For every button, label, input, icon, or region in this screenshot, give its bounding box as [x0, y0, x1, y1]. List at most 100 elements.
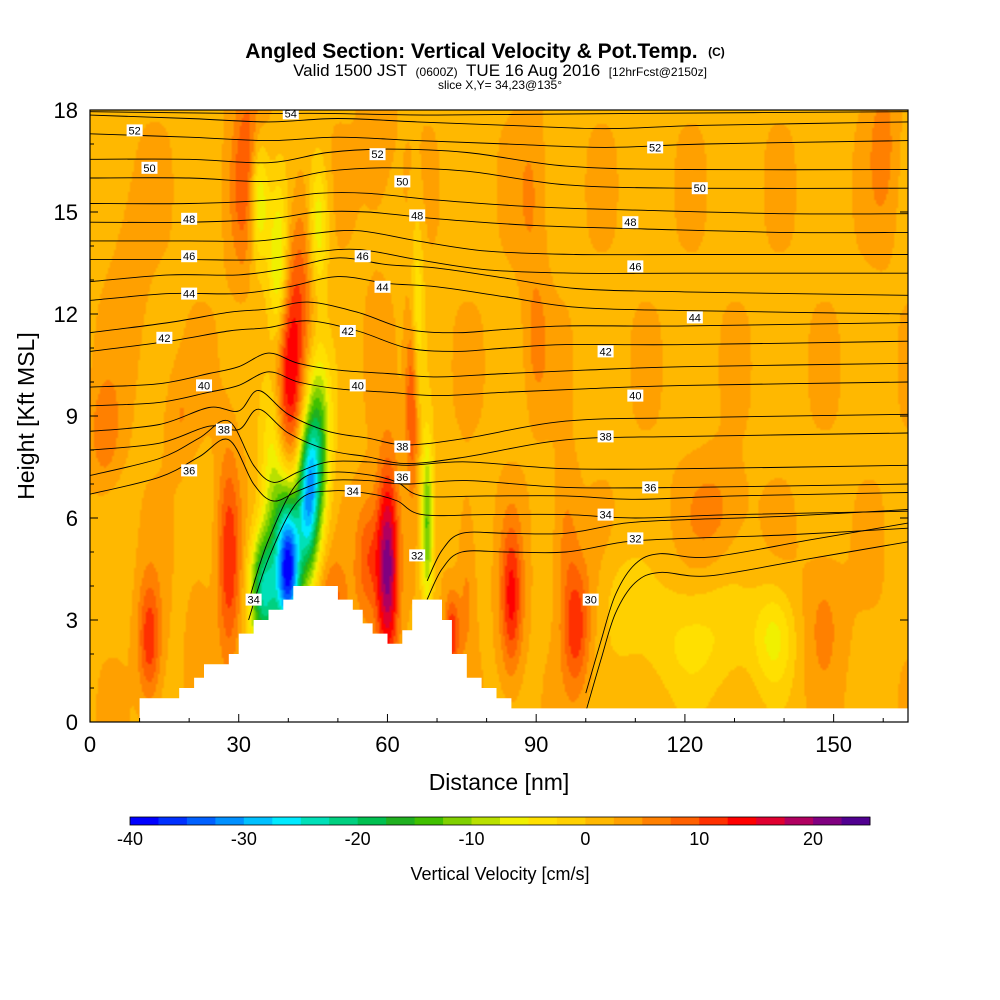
colorbar	[129, 816, 871, 826]
colorbar-swatch	[813, 817, 843, 825]
isotherm-46	[90, 248, 908, 274]
isotherm-54	[90, 111, 908, 116]
isotherm-label: 50	[396, 176, 408, 188]
isotherm-label: 36	[396, 472, 408, 484]
isotherm-label-box	[369, 148, 386, 161]
colorbar-swatch	[613, 817, 643, 825]
isotherm-label: 36	[644, 482, 656, 494]
chart-title: Angled Section: Vertical Velocity & Pot.…	[245, 40, 725, 63]
colorbar-swatch	[756, 817, 786, 825]
isotherm-label: 48	[411, 210, 423, 222]
isotherm-label: 38	[218, 425, 230, 437]
isotherm-32-half	[426, 509, 908, 582]
isotherm-52	[90, 133, 908, 148]
colorbar-swatch	[158, 817, 188, 825]
isotherm-48	[90, 210, 908, 234]
y-tick-label: 9	[66, 404, 78, 429]
isotherm-label: 40	[198, 380, 210, 392]
isotherm-label: 50	[694, 183, 706, 195]
colorbar-swatch	[329, 817, 359, 825]
colorbar-swatch	[386, 817, 416, 825]
isotherm-label-box	[642, 481, 659, 494]
isotherm-lines	[90, 93, 908, 712]
colorbar-tick: 10	[689, 829, 709, 849]
subtitle-date: TUE 16 Aug 2016	[466, 61, 600, 80]
isotherm-50-half	[90, 148, 908, 171]
isotherm-labels: 52 54 52 52 50 50 50 48 48 48 46 46 46 44 44 44 42 42 42 40…	[126, 108, 708, 607]
isotherm-label: 42	[342, 326, 354, 338]
isotherm-36	[90, 438, 908, 502]
isotherm-label: 42	[158, 333, 170, 345]
isotherm-label-box	[245, 593, 262, 606]
isotherm-label-box	[126, 124, 143, 137]
isotherm-label-box	[141, 161, 158, 174]
isotherm-label: 46	[629, 261, 641, 273]
isotherm-label: 34	[247, 595, 259, 607]
isotherm-label: 52	[649, 142, 661, 154]
isotherm-label-box	[691, 182, 708, 195]
x-axis-label: Distance [nm]	[429, 769, 570, 795]
colorbar-swatch	[215, 817, 245, 825]
isotherm-label-box	[181, 212, 198, 225]
isotherm-label: 48	[624, 217, 636, 229]
isotherm-label: 52	[128, 125, 140, 137]
colorbar-tick: -10	[459, 829, 485, 849]
x-tick-label: 30	[226, 732, 250, 757]
colorbar-tick: -40	[117, 829, 143, 849]
isotherm-label: 34	[599, 510, 611, 522]
isotherm-label-box	[394, 175, 411, 188]
subtitle-forecast: [12hrFcst@2150z]	[609, 65, 707, 79]
colorbar-tick: 20	[803, 829, 823, 849]
x-tick-label: 150	[815, 732, 852, 757]
chart-subtitle: Valid 1500 JST (0600Z) TUE 16 Aug 2016 […	[293, 61, 707, 80]
isotherm-label: 40	[629, 391, 641, 403]
chart-title-text: Angled Section: Vertical Velocity & Pot.…	[245, 40, 697, 63]
isotherm-label: 54	[285, 108, 297, 120]
isotherm-38	[90, 408, 908, 465]
isotherm-54-half	[90, 93, 908, 96]
colorbar-swatch	[357, 817, 387, 825]
colorbar-swatch	[556, 817, 586, 825]
isotherm-label-box	[597, 508, 614, 521]
isotherm-44	[90, 276, 908, 315]
isotherm-label-box	[394, 471, 411, 484]
isotherm-label-box	[627, 389, 644, 402]
subtitle-utc: (0600Z)	[416, 65, 458, 79]
isotherm-label: 50	[143, 163, 155, 175]
isotherm-label: 44	[376, 282, 388, 294]
y-tick-label: 18	[54, 98, 78, 123]
isotherm-label-box	[181, 464, 198, 477]
colorbar-tick: -20	[345, 829, 371, 849]
isotherm-42-half	[90, 301, 908, 334]
colorbar-swatch	[272, 817, 302, 825]
isotherm-52-half	[90, 114, 908, 130]
isotherm-label-box	[156, 331, 173, 344]
y-tick-label: 0	[66, 710, 78, 735]
colorbar-swatch	[471, 817, 501, 825]
x-tick-label: 60	[375, 732, 399, 757]
isotherm-label: 44	[183, 289, 195, 301]
isotherm-label: 30	[585, 595, 597, 607]
isotherm-label-box	[349, 379, 366, 392]
isotherm-42	[90, 320, 908, 352]
y-tick-label: 15	[54, 200, 78, 225]
isotherm-36-half	[90, 419, 908, 483]
isotherm-label-box	[394, 440, 411, 453]
isotherm-label-box	[409, 209, 426, 222]
colorbar-swatch	[130, 817, 159, 825]
colorbar-swatch	[585, 817, 615, 825]
colorbar-tick: -30	[231, 829, 257, 849]
colorbar-swatch	[784, 817, 814, 825]
slice-label: slice X,Y= 34,23@135°	[438, 78, 562, 92]
isotherm-34-half	[248, 471, 908, 602]
isotherm-44-half	[90, 257, 908, 296]
colorbar-tick-labels: -40 -30 -20 -10 0 10 20	[117, 829, 823, 849]
isotherm-label-box	[181, 250, 198, 263]
isotherm-label-box	[597, 345, 614, 358]
isotherm-label-box	[215, 423, 232, 436]
colorbar-swatch	[414, 817, 444, 825]
plot-area: 52 54 52 52 50 50 50 48 48 48 46 46 46 44 44 44 42 42 42 40…	[90, 93, 908, 722]
colorbar-swatch	[699, 817, 729, 825]
colorbar-swatch	[186, 817, 216, 825]
colorbar-swatch	[443, 817, 473, 825]
